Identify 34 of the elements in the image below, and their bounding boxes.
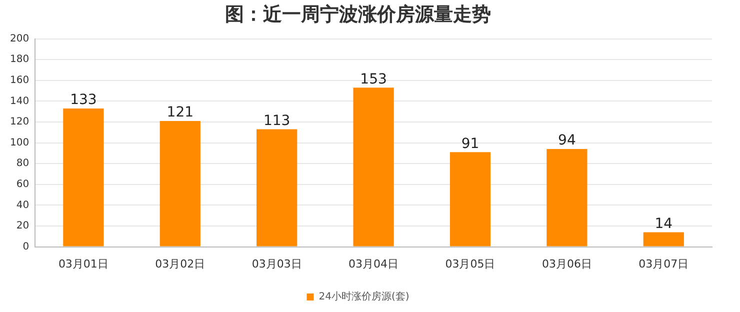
chart-title: 图：近一周宁波涨价房源量走势 [225,3,491,26]
x-tick-label: 03月07日 [638,257,689,270]
y-tick-label: 140 [10,96,30,107]
y-tick-label: 120 [10,116,30,128]
bar [353,88,394,246]
y-tick-label: 20 [16,220,30,232]
data-label: 113 [263,112,290,129]
bar [643,232,684,246]
x-tick-label: 03月02日 [155,257,206,270]
y-tick-label: 160 [10,74,30,86]
data-label: 133 [70,92,97,108]
y-tick-label: 200 [10,33,30,44]
bar [63,108,104,246]
data-label: 14 [654,216,673,232]
bar [450,152,491,246]
y-tick-label: 0 [22,241,30,252]
legend-label: 24小时涨价房源(套) [318,290,410,303]
y-tick-label: 100 [10,137,30,148]
bar [256,129,298,246]
data-label: 94 [558,132,576,149]
data-label: 153 [360,71,387,88]
x-tick-label: 03月01日 [58,257,108,270]
y-tick-label: 180 [10,54,30,66]
x-tick-label: 03月06日 [542,257,592,270]
x-tick-label: 03月05日 [445,257,496,270]
data-label: 91 [461,136,480,152]
x-tick-label: 03月03日 [252,257,302,270]
y-tick-label: 60 [16,178,30,190]
y-tick-label: 80 [16,158,30,170]
x-tick-label: 03月04日 [348,257,399,270]
y-tick-label: 40 [16,200,30,211]
bar [546,149,588,246]
data-label: 121 [166,104,194,121]
bar [160,120,200,246]
